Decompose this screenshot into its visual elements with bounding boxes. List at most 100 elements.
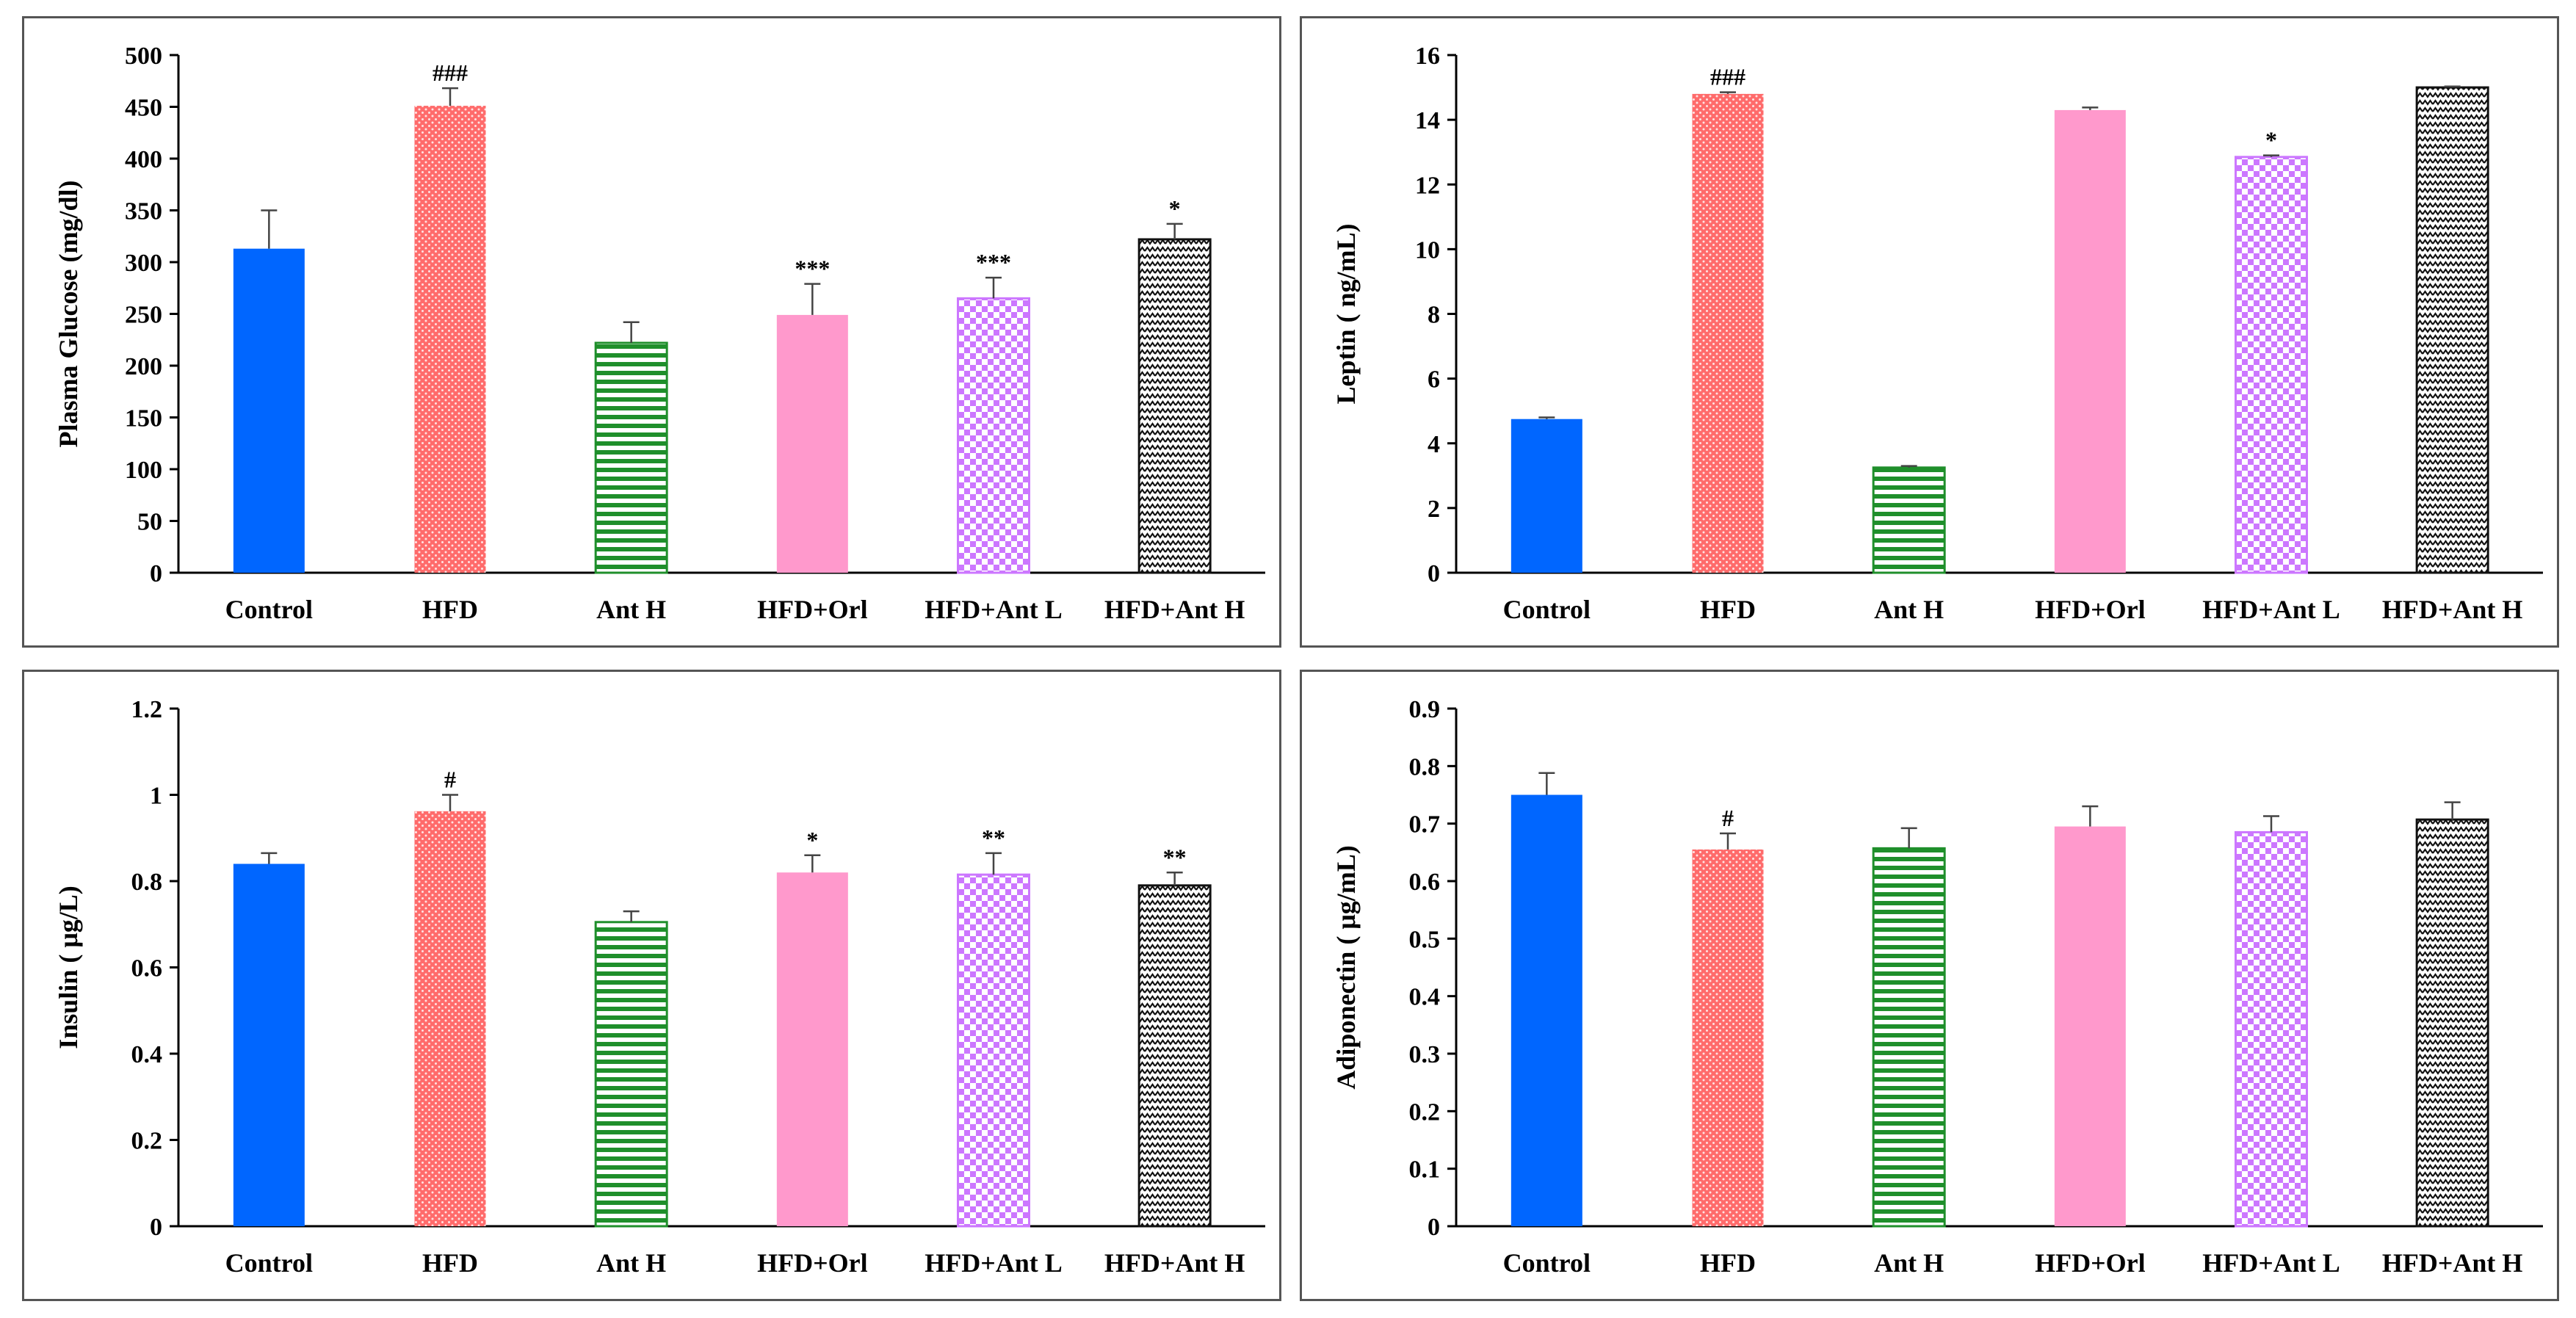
y-tick-label: 0.8 xyxy=(1409,753,1441,781)
y-tick-label: 0.7 xyxy=(1409,811,1441,839)
y-tick-label: 500 xyxy=(125,43,162,70)
significance-label-hfd: # xyxy=(444,767,456,793)
y-tick-label: 2 xyxy=(1428,496,1440,523)
x-tick-label-hfd-ant-h: HFD+Ant H xyxy=(1104,595,1245,624)
y-tick-label: 0 xyxy=(150,1214,162,1241)
y-tick-label: 0.6 xyxy=(131,955,163,982)
y-tick-label: 400 xyxy=(125,146,162,173)
y-tick-label: 0.3 xyxy=(1409,1041,1441,1068)
y-axis-label: Insulin ( μg/L) xyxy=(54,886,83,1049)
y-tick-label: 14 xyxy=(1415,107,1440,134)
y-tick-label: 16 xyxy=(1415,43,1440,70)
y-tick-label: 1.2 xyxy=(131,696,163,723)
x-tick-label-hfd: HFD xyxy=(1700,595,1756,624)
x-tick-label-ant-h: Ant H xyxy=(1874,1248,1944,1278)
glucose-chart-panel: 0 50 100 150 200 250 300 350 400 450 500 Plasma Glu… xyxy=(22,16,1281,648)
y-tick-label: 0.2 xyxy=(131,1128,163,1155)
x-tick-label-control: Control xyxy=(225,1248,313,1278)
bar-hfd-orl xyxy=(2054,826,2126,1226)
y-tick-label: 10 xyxy=(1415,236,1440,264)
y-tick-label: 150 xyxy=(125,405,162,432)
y-axis-label: Adiponectin ( μg/mL) xyxy=(1331,845,1361,1089)
bar-ant-h xyxy=(594,921,668,1228)
x-tick-label-hfd-ant-h: HFD+Ant H xyxy=(2382,595,2523,624)
y-tick-label: 0.5 xyxy=(1409,926,1441,953)
y-tick-label: 0.2 xyxy=(1409,1098,1441,1126)
y-tick-label: 0.9 xyxy=(1409,696,1441,723)
bar-hfd-ant-l xyxy=(2235,156,2308,574)
y-axis-label: Plasma Glucose (mg/dl) xyxy=(54,181,83,448)
bar-hfd-orl xyxy=(2054,109,2126,573)
significance-label-hfd-ant-l: *** xyxy=(976,249,1011,275)
bar-hfd-orl xyxy=(776,314,848,573)
adiponectin-chart-panel: 0 0.1 0.2 0.3 0.4 0.5 0.6 0.7 0.8 0.9 Adiponectin … xyxy=(1300,670,2559,1301)
y-tick-label: 0 xyxy=(150,560,162,587)
bar-hfd xyxy=(414,811,486,1226)
bar-hfd-ant-l xyxy=(2235,830,2308,1228)
y-tick-label: 50 xyxy=(137,509,162,536)
leptin-chart-panel: 0 2 4 6 8 10 12 14 16 Leptin ( ng/mL) Control ### HF… xyxy=(1300,16,2559,648)
bar-hfd-ant-h xyxy=(2415,818,2489,1228)
x-tick-label-hfd: HFD xyxy=(1700,1248,1756,1278)
y-tick-label: 0 xyxy=(1428,560,1440,587)
y-tick-label: 0.8 xyxy=(131,869,163,896)
x-tick-label-hfd-orl: HFD+Orl xyxy=(2035,595,2146,624)
x-tick-label-ant-h: Ant H xyxy=(1874,595,1944,624)
x-tick-label-ant-h: Ant H xyxy=(596,595,666,624)
significance-label-hfd-ant-l: ** xyxy=(982,825,1005,851)
significance-label-hfd: ### xyxy=(433,59,468,86)
y-tick-label: 450 xyxy=(125,95,162,122)
x-tick-label-control: Control xyxy=(1503,595,1591,624)
bar-hfd-ant-l xyxy=(957,873,1030,1228)
bar-hfd-orl xyxy=(776,872,848,1226)
bar-hfd xyxy=(1692,93,1764,573)
y-tick-label: 4 xyxy=(1428,431,1440,458)
x-tick-label-hfd-ant-l: HFD+Ant L xyxy=(2202,1248,2340,1278)
y-tick-label: 1 xyxy=(150,783,162,810)
x-tick-label-control: Control xyxy=(225,595,313,624)
insulin-chart-panel: 0 0.2 0.4 0.6 0.8 1 1.2 Insulin ( μg/L) Control #… xyxy=(22,670,1281,1301)
y-tick-label: 200 xyxy=(125,353,162,380)
bar-hfd-ant-l xyxy=(957,297,1030,574)
bar-ant-h xyxy=(1872,847,1946,1228)
y-axis-label: Leptin ( ng/mL) xyxy=(1331,223,1361,404)
y-tick-label: 0.6 xyxy=(1409,869,1441,896)
x-tick-label-hfd-ant-l: HFD+Ant L xyxy=(925,1248,1063,1278)
x-tick-label-hfd-ant-h: HFD+Ant H xyxy=(2382,1248,2523,1278)
significance-label-hfd: ### xyxy=(1710,64,1745,90)
glucose-chart: 0 50 100 150 200 250 300 350 400 450 500 Plasma Glu… xyxy=(54,43,1265,624)
y-tick-label: 0 xyxy=(1428,1214,1440,1241)
significance-label-hfd-orl: *** xyxy=(795,256,830,282)
y-tick-label: 300 xyxy=(125,250,162,277)
x-tick-label-hfd: HFD xyxy=(422,595,478,624)
x-tick-label-hfd: HFD xyxy=(422,1248,478,1278)
significance-label-hfd-ant-l: * xyxy=(2265,127,2277,153)
x-tick-label-hfd-orl: HFD+Orl xyxy=(757,1248,868,1278)
x-tick-label-hfd-orl: HFD+Orl xyxy=(757,595,868,624)
x-tick-label-ant-h: Ant H xyxy=(596,1248,666,1278)
x-tick-label-hfd-ant-l: HFD+Ant L xyxy=(2202,595,2340,624)
significance-label-hfd-ant-h: ** xyxy=(1163,844,1187,870)
y-tick-label: 100 xyxy=(125,457,162,484)
y-tick-label: 0.1 xyxy=(1409,1156,1441,1184)
bar-hfd xyxy=(414,106,486,573)
bar-control xyxy=(1510,794,1582,1226)
insulin-chart: 0 0.2 0.4 0.6 0.8 1 1.2 Insulin ( μg/L) Control #… xyxy=(54,696,1265,1278)
y-tick-label: 8 xyxy=(1428,302,1440,329)
x-tick-label-hfd-ant-h: HFD+Ant H xyxy=(1104,1248,1245,1278)
y-tick-label: 250 xyxy=(125,302,162,329)
significance-label-hfd-ant-h: * xyxy=(1169,195,1181,222)
x-tick-label-control: Control xyxy=(1503,1248,1591,1278)
x-tick-label-hfd-orl: HFD+Orl xyxy=(2035,1248,2146,1278)
bar-control xyxy=(233,248,305,573)
bar-control xyxy=(1510,419,1582,573)
bar-ant-h xyxy=(1872,466,1946,574)
bar-hfd xyxy=(1692,849,1764,1226)
significance-label-hfd-orl: * xyxy=(806,827,818,853)
x-tick-label-hfd-ant-l: HFD+Ant L xyxy=(925,595,1063,624)
bar-ant-h xyxy=(594,341,668,574)
bar-hfd-ant-h xyxy=(2415,86,2489,574)
y-tick-label: 0.4 xyxy=(131,1041,163,1068)
y-tick-label: 0.4 xyxy=(1409,984,1441,1011)
y-tick-label: 350 xyxy=(125,198,162,225)
